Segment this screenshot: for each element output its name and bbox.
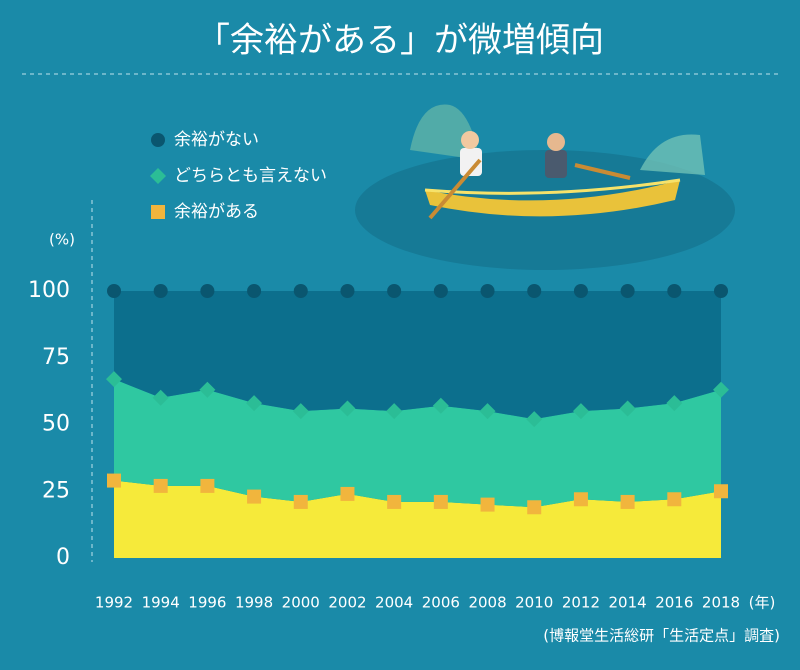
point: [199, 381, 216, 398]
point: [247, 284, 262, 298]
point: [714, 484, 728, 499]
point: [386, 403, 403, 420]
point: [387, 494, 402, 509]
point: [153, 284, 168, 298]
point: [200, 478, 215, 493]
point: [293, 284, 308, 298]
x-tick-label: 2004: [375, 594, 413, 612]
boat-illustration: [355, 104, 735, 270]
point: [106, 371, 122, 388]
x-tick-label: 2012: [562, 594, 600, 612]
source: (博報堂生活総研「生活定点」調査): [543, 627, 780, 645]
point: [480, 497, 495, 512]
x-tick-label: 1994: [142, 594, 180, 612]
point: [247, 489, 262, 504]
area: [114, 291, 721, 420]
point: [107, 473, 121, 488]
point: [432, 397, 449, 414]
x-tick-label: 1992: [95, 594, 133, 612]
legend-label: 余裕がない: [174, 130, 259, 150]
point: [620, 284, 635, 298]
chart-title: 「余裕がある」が微増傾向: [196, 21, 604, 61]
point: [620, 494, 635, 509]
point: [573, 284, 588, 298]
point: [340, 486, 355, 501]
x-tick-label: 2006: [422, 594, 460, 612]
point: [666, 395, 683, 412]
point: [292, 403, 309, 420]
legend-label: 余裕がある: [174, 202, 259, 222]
point: [526, 411, 543, 428]
x-tick-label: 1996: [188, 594, 226, 612]
legend-marker: [150, 168, 166, 184]
y-unit: (%): [49, 231, 75, 249]
y-tick-label: 75: [42, 345, 70, 370]
area: [114, 379, 721, 508]
area: [114, 480, 721, 558]
x-tick-label: 2010: [515, 594, 553, 612]
point: [152, 389, 169, 406]
point: [340, 284, 355, 298]
x-tick-label: 2014: [609, 594, 647, 612]
point: [339, 400, 356, 417]
x-tick-label: 2016: [655, 594, 693, 612]
point: [573, 492, 588, 507]
point: [387, 284, 402, 298]
point: [293, 494, 308, 509]
y-tick-label: 0: [56, 545, 70, 570]
point: [479, 403, 496, 420]
y-tick-label: 50: [42, 412, 70, 437]
x-tick-label: 1998: [235, 594, 273, 612]
point: [527, 284, 542, 298]
point: [619, 400, 636, 417]
legend-marker: [151, 133, 165, 147]
point: [107, 284, 121, 298]
x-tick-label: 2008: [468, 594, 506, 612]
point: [713, 381, 729, 398]
point: [480, 284, 495, 298]
point: [200, 284, 215, 298]
x-tick-label: 2018: [702, 594, 740, 612]
point: [667, 284, 682, 298]
legend-marker: [151, 205, 165, 219]
point: [572, 403, 589, 420]
x-unit: (年): [749, 594, 776, 612]
point: [667, 492, 682, 507]
x-tick-label: 2002: [328, 594, 366, 612]
y-tick-label: 100: [28, 278, 70, 303]
point: [153, 478, 168, 493]
y-tick-label: 25: [42, 478, 70, 503]
point: [246, 395, 263, 412]
legend-label: どちらとも言えない: [174, 166, 327, 186]
point: [433, 494, 448, 509]
point: [527, 500, 542, 515]
point: [433, 284, 448, 298]
x-tick-label: 2000: [282, 594, 320, 612]
point: [714, 284, 728, 298]
